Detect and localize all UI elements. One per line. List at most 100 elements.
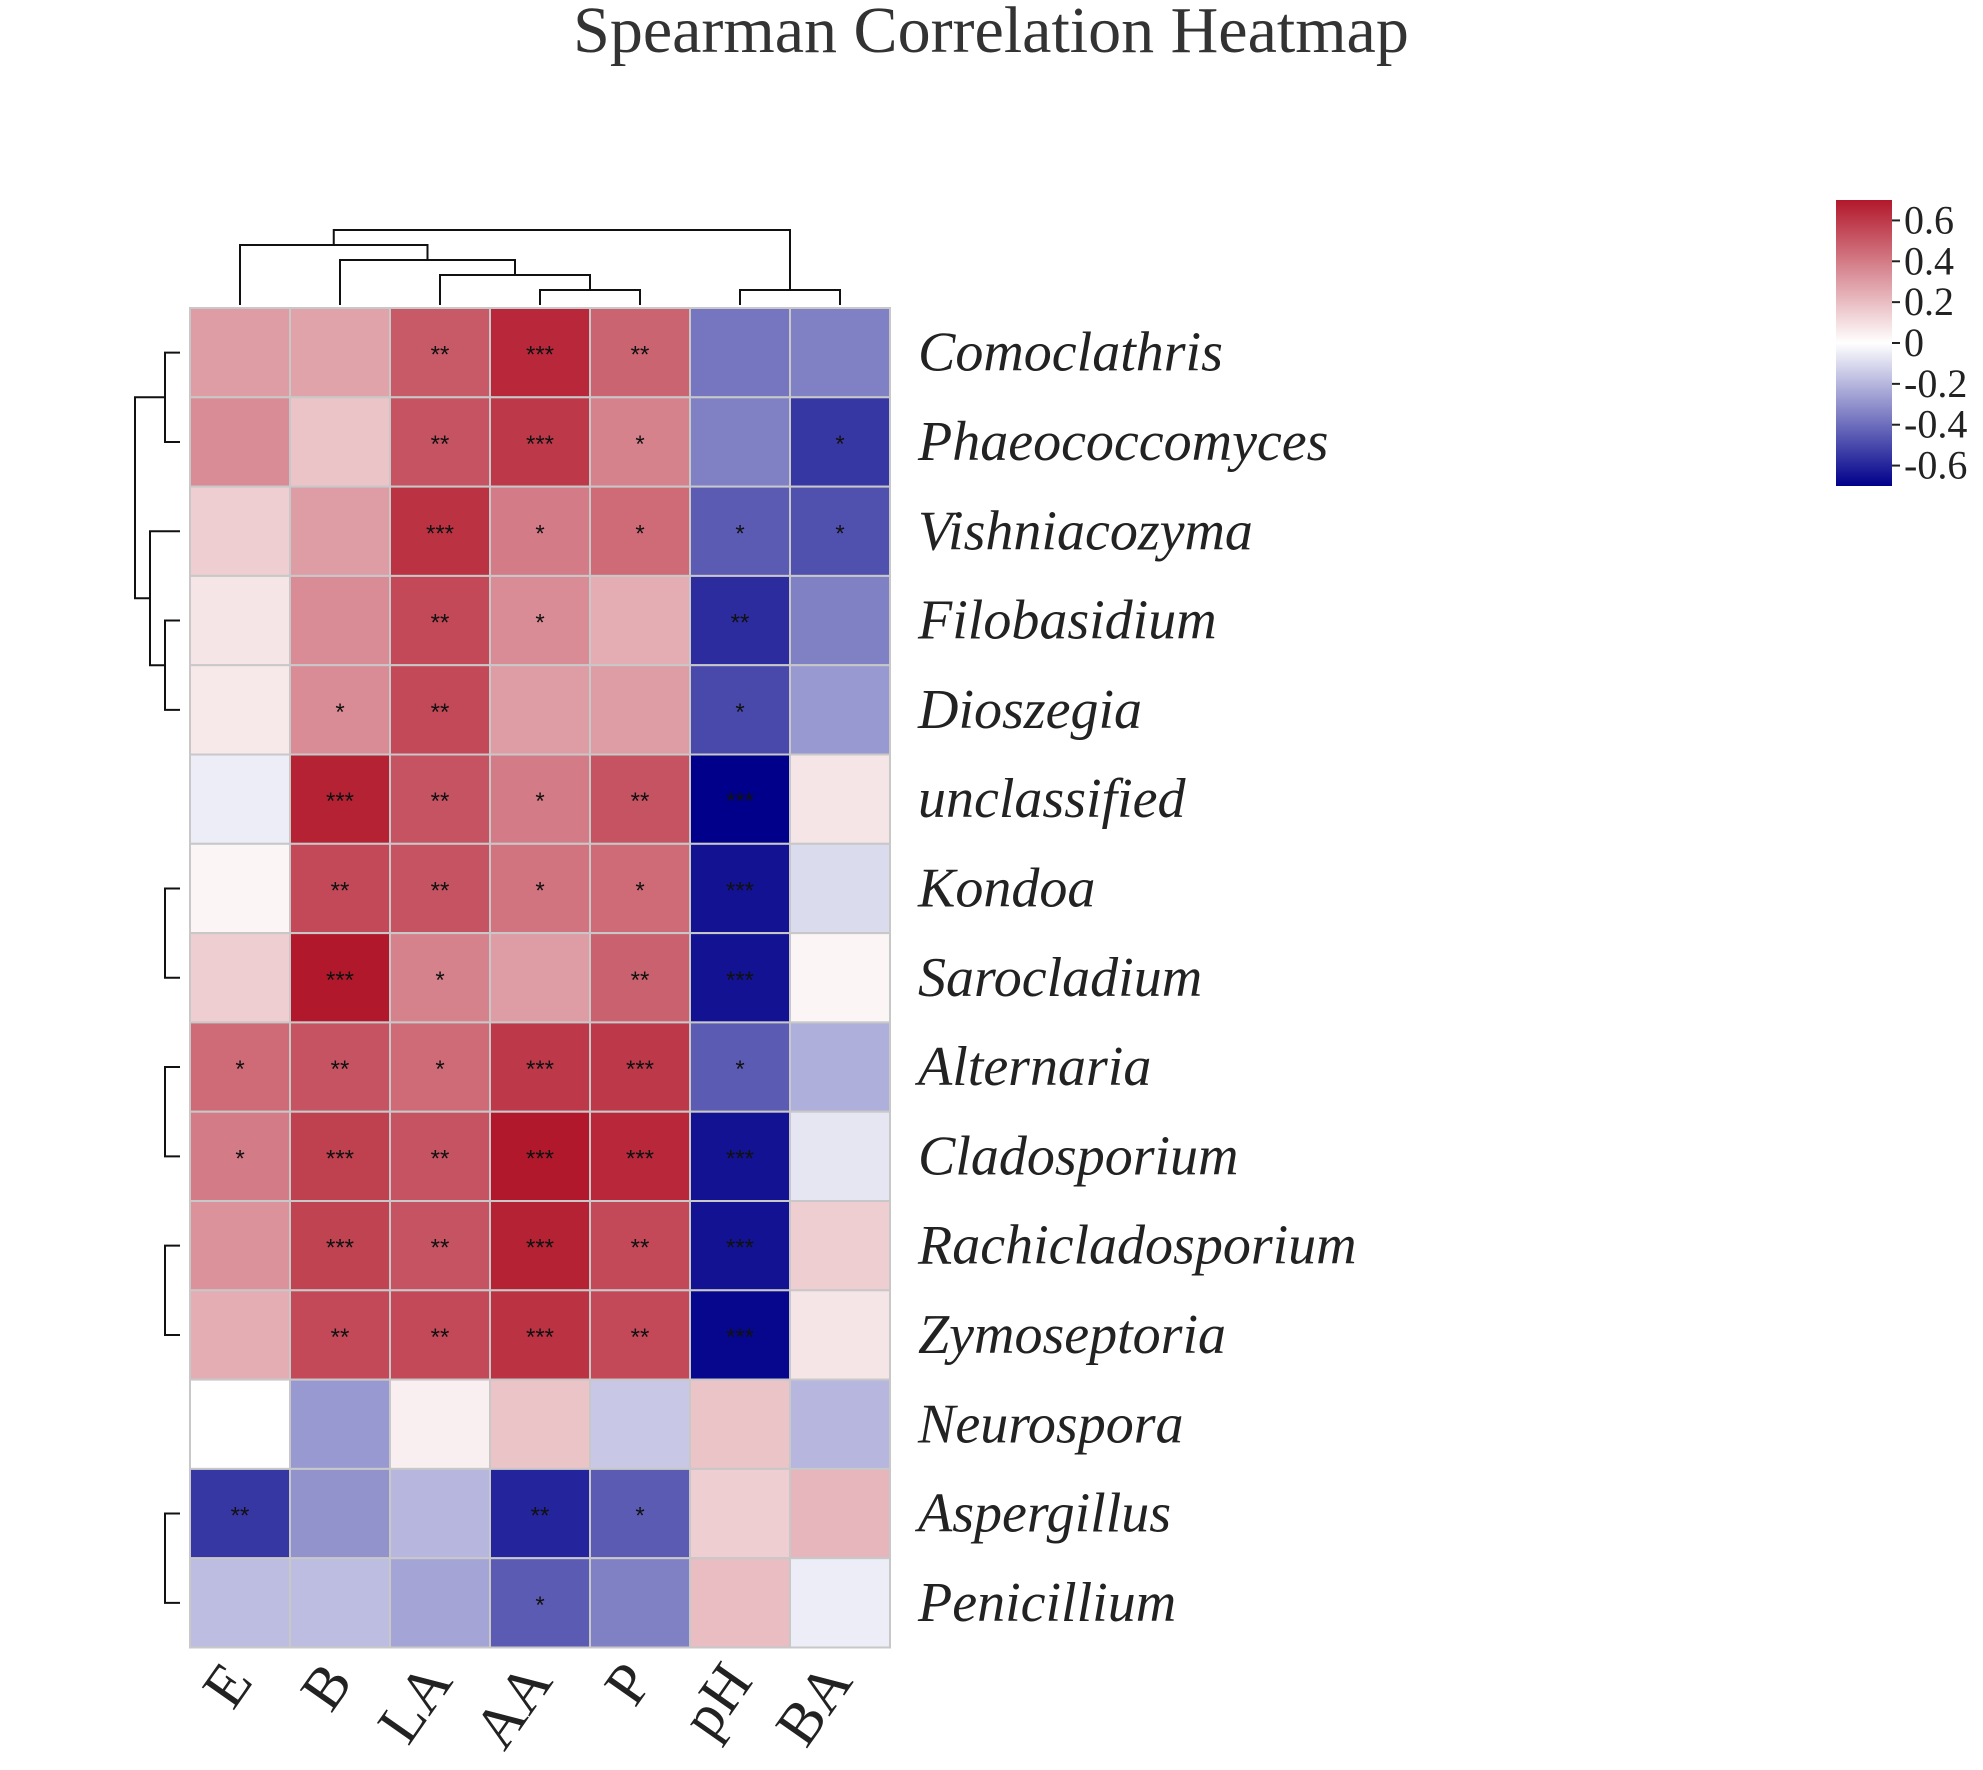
heatmap-cell — [589, 1557, 691, 1649]
significance-label: * — [835, 431, 844, 458]
heatmap-cell — [289, 485, 391, 577]
heatmap-cell — [589, 664, 691, 756]
row-label: Cladosporium — [918, 1125, 1239, 1187]
heatmap-cell — [189, 1378, 291, 1470]
heatmap-cell — [689, 753, 791, 845]
significance-label: ** — [431, 610, 450, 637]
column-label: B — [288, 1651, 365, 1722]
significance-label: * — [735, 520, 744, 547]
heatmap-cell — [189, 932, 291, 1024]
heatmap-cell — [589, 485, 691, 577]
heatmap-cell — [589, 1021, 691, 1113]
heatmap-cell — [389, 1200, 491, 1292]
heatmap-cell — [789, 1110, 891, 1202]
heatmap-cell — [589, 396, 691, 488]
significance-label: * — [535, 877, 544, 904]
heatmap-cell — [589, 1110, 691, 1202]
significance-label: ** — [431, 342, 450, 369]
significance-label: * — [235, 1056, 244, 1083]
significance-label: * — [635, 431, 644, 458]
heatmap-cell — [589, 753, 691, 845]
heatmap-cell — [489, 574, 591, 667]
heatmap-cell — [189, 574, 291, 667]
column-dendrogram — [239, 229, 841, 305]
heatmap-cell — [489, 1110, 591, 1202]
dendrogram-branch — [739, 289, 841, 305]
significance-label: *** — [526, 1145, 554, 1172]
heatmap-grid — [189, 307, 891, 1649]
heatmap-cell — [589, 1289, 691, 1381]
significance-label: ** — [231, 1503, 250, 1530]
heatmap-cell — [189, 307, 291, 399]
column-label: BA — [763, 1651, 865, 1757]
heatmap-cell — [289, 307, 391, 399]
heatmap-cell — [389, 485, 491, 577]
heatmap-cell — [289, 1467, 391, 1560]
significance-label: * — [235, 1145, 244, 1172]
heatmap-cell — [489, 1378, 591, 1470]
heatmap-cell — [589, 1200, 691, 1292]
color-legend: 0.60.40.20-0.2-0.4-0.6 — [1836, 197, 1967, 488]
dendrogram-branch — [164, 1066, 180, 1158]
legend-tick-label: -0.2 — [1904, 361, 1967, 406]
heatmap-cell — [489, 753, 591, 845]
significance-label: ** — [631, 967, 650, 994]
significance-label: ** — [631, 342, 650, 369]
significance-label: *** — [726, 877, 754, 904]
significance-label: *** — [526, 342, 554, 369]
heatmap-cell — [289, 396, 391, 488]
significance-label: ** — [631, 788, 650, 815]
dendrogram-branch — [164, 619, 180, 711]
significance-label: ** — [331, 877, 350, 904]
heatmap-cell — [189, 485, 291, 577]
heatmap-cell — [389, 1467, 491, 1560]
row-label: Filobasidium — [917, 590, 1217, 652]
heatmap-cell — [389, 664, 491, 756]
significance-label: ** — [431, 431, 450, 458]
significance-label: ** — [431, 1235, 450, 1262]
column-label: AA — [461, 1651, 565, 1760]
significance-label: *** — [626, 1056, 654, 1083]
dendrogram-branch — [164, 1512, 180, 1604]
significance-label: * — [335, 699, 344, 726]
legend-tick-label: 0.2 — [1904, 279, 1954, 324]
heatmap-cell — [289, 1200, 391, 1292]
heatmap-cell — [689, 396, 791, 488]
significance-label: ** — [431, 788, 450, 815]
heatmap-cell — [689, 664, 791, 756]
significance-label: ** — [631, 1235, 650, 1262]
heatmap-cell — [389, 1557, 491, 1649]
legend-color-bar — [1836, 200, 1892, 486]
heatmap-cell — [689, 307, 791, 399]
heatmap-cell — [189, 1467, 291, 1560]
heatmap-cell — [189, 1200, 291, 1292]
significance-label: * — [735, 699, 744, 726]
column-label: E — [190, 1651, 265, 1719]
heatmap-cell — [289, 664, 391, 756]
significance-label: * — [735, 1056, 744, 1083]
legend-tick-label: 0.6 — [1904, 197, 1954, 242]
column-label: pH — [669, 1651, 765, 1749]
heatmap-cell — [489, 1021, 591, 1113]
significance-label: *** — [626, 1145, 654, 1172]
column-label: P — [591, 1651, 664, 1716]
significance-label: *** — [726, 1145, 754, 1172]
heatmap-cell — [789, 1557, 891, 1649]
significance-label: ** — [431, 1324, 450, 1351]
heatmap-cell — [289, 1289, 391, 1381]
row-label: Kondoa — [917, 857, 1095, 919]
dendrogram-branch — [239, 244, 429, 305]
heatmap-cell — [389, 1289, 491, 1381]
significance-label: * — [635, 877, 644, 904]
heatmap-cell — [689, 1378, 791, 1470]
heatmap-cell — [789, 1467, 891, 1560]
row-dendrogram — [135, 353, 180, 1604]
dendrogram-branch — [332, 229, 791, 290]
heatmap-cell — [189, 396, 291, 488]
column-label: LA — [365, 1651, 465, 1754]
heatmap-cell — [589, 1378, 691, 1470]
significance-label: ** — [731, 610, 750, 637]
heatmap-cell — [389, 1378, 491, 1470]
